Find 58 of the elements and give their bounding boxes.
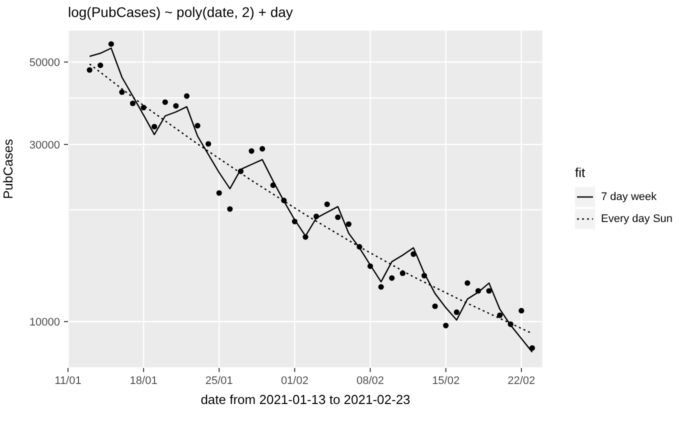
point [270,182,276,188]
point [238,168,244,174]
point [227,206,233,212]
point [260,146,266,152]
point [206,141,212,147]
point [281,198,287,204]
point [248,148,254,154]
point [486,288,492,294]
y-tick-label: 10000 [29,316,60,329]
x-tick-label: 15/02 [432,375,460,387]
point [302,234,308,240]
point [464,280,470,286]
point [497,312,503,318]
point [184,93,190,99]
point [162,99,168,105]
point [292,218,298,224]
point [335,214,341,220]
x-axis-title: date from 2021-01-13 to 2021-02-23 [200,392,410,407]
point [367,263,374,269]
point [86,67,92,73]
point [108,41,114,47]
point [346,221,352,227]
point [389,275,395,281]
point [119,89,125,95]
point [324,201,330,208]
point [443,322,449,328]
point [98,62,104,68]
point [454,309,460,316]
point [518,308,524,314]
point [378,284,384,290]
point [410,251,416,257]
point [356,244,362,250]
legend-label: Every day Sun [601,213,673,225]
x-tick-label: 18/01 [130,375,158,387]
point [152,124,158,130]
legend-label: 7 day week [601,191,657,203]
point [173,103,179,109]
point [140,104,146,110]
x-tick-label: 22/02 [508,375,536,387]
point [313,214,320,220]
y-axis-title: PubCases [0,138,16,199]
point [130,100,136,106]
chart-title: log(PubCases) ~ poly(date, 2) + day [68,4,293,20]
point [508,321,514,328]
point [194,122,200,128]
y-tick-label: 50000 [29,57,60,70]
point [216,190,222,196]
x-tick-label: 01/02 [280,375,308,387]
x-tick-label: 25/01 [205,375,233,387]
x-tick-label: 11/01 [54,375,82,387]
point [529,345,536,351]
x-tick-label: 08/02 [356,375,384,387]
point [421,272,428,278]
point [400,270,406,276]
y-tick-label: 30000 [29,139,60,152]
point [475,288,482,294]
legend-title: fit [575,165,586,180]
point [432,303,438,310]
